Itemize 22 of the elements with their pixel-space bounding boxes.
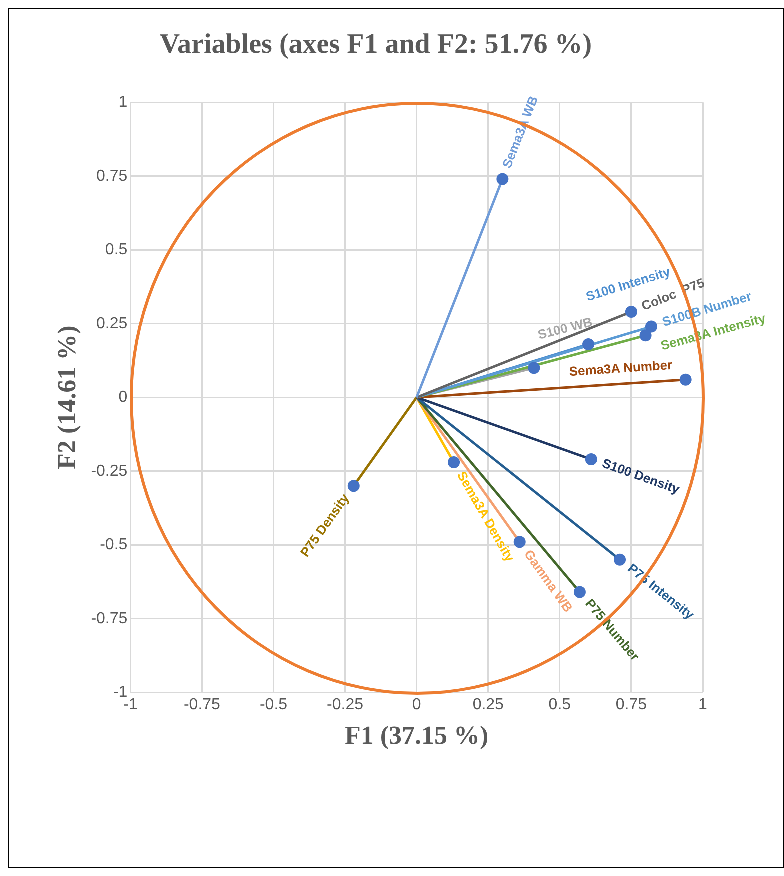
- x-tick-label: 0.25: [472, 696, 504, 714]
- x-tick-label: -0.75: [184, 696, 221, 714]
- y-tick-label: -0.25: [91, 462, 128, 480]
- y-tick-label: 1: [118, 94, 128, 112]
- series-label: Sema3A Number: [568, 357, 674, 380]
- y-tick-label: 0.5: [105, 242, 128, 259]
- y-tick-label: 0.25: [96, 315, 128, 332]
- x-tick-label: 0: [412, 696, 422, 714]
- chart-title: Variables (axes F1 and F2: 51.76 %): [160, 29, 592, 60]
- y-tick-label: -0.75: [91, 610, 128, 628]
- x-axis-title: F1 (37.15 %): [344, 721, 489, 750]
- text: S100 WB: [536, 314, 594, 342]
- y-tick-label: -0.5: [100, 536, 128, 554]
- x-tick-label: 0.75: [616, 696, 648, 714]
- y-tick-label: 0.75: [96, 168, 128, 185]
- y-tick-label: 0: [118, 389, 128, 406]
- y-axis-title: F2 (14.61 %): [52, 326, 82, 470]
- x-tick-label: -0.25: [327, 696, 364, 714]
- x-tick-label: 0.5: [548, 696, 572, 714]
- x-tick-label: -0.5: [260, 696, 288, 714]
- x-tick-label: 1: [698, 696, 708, 714]
- y-tick-label: -1: [113, 684, 128, 702]
